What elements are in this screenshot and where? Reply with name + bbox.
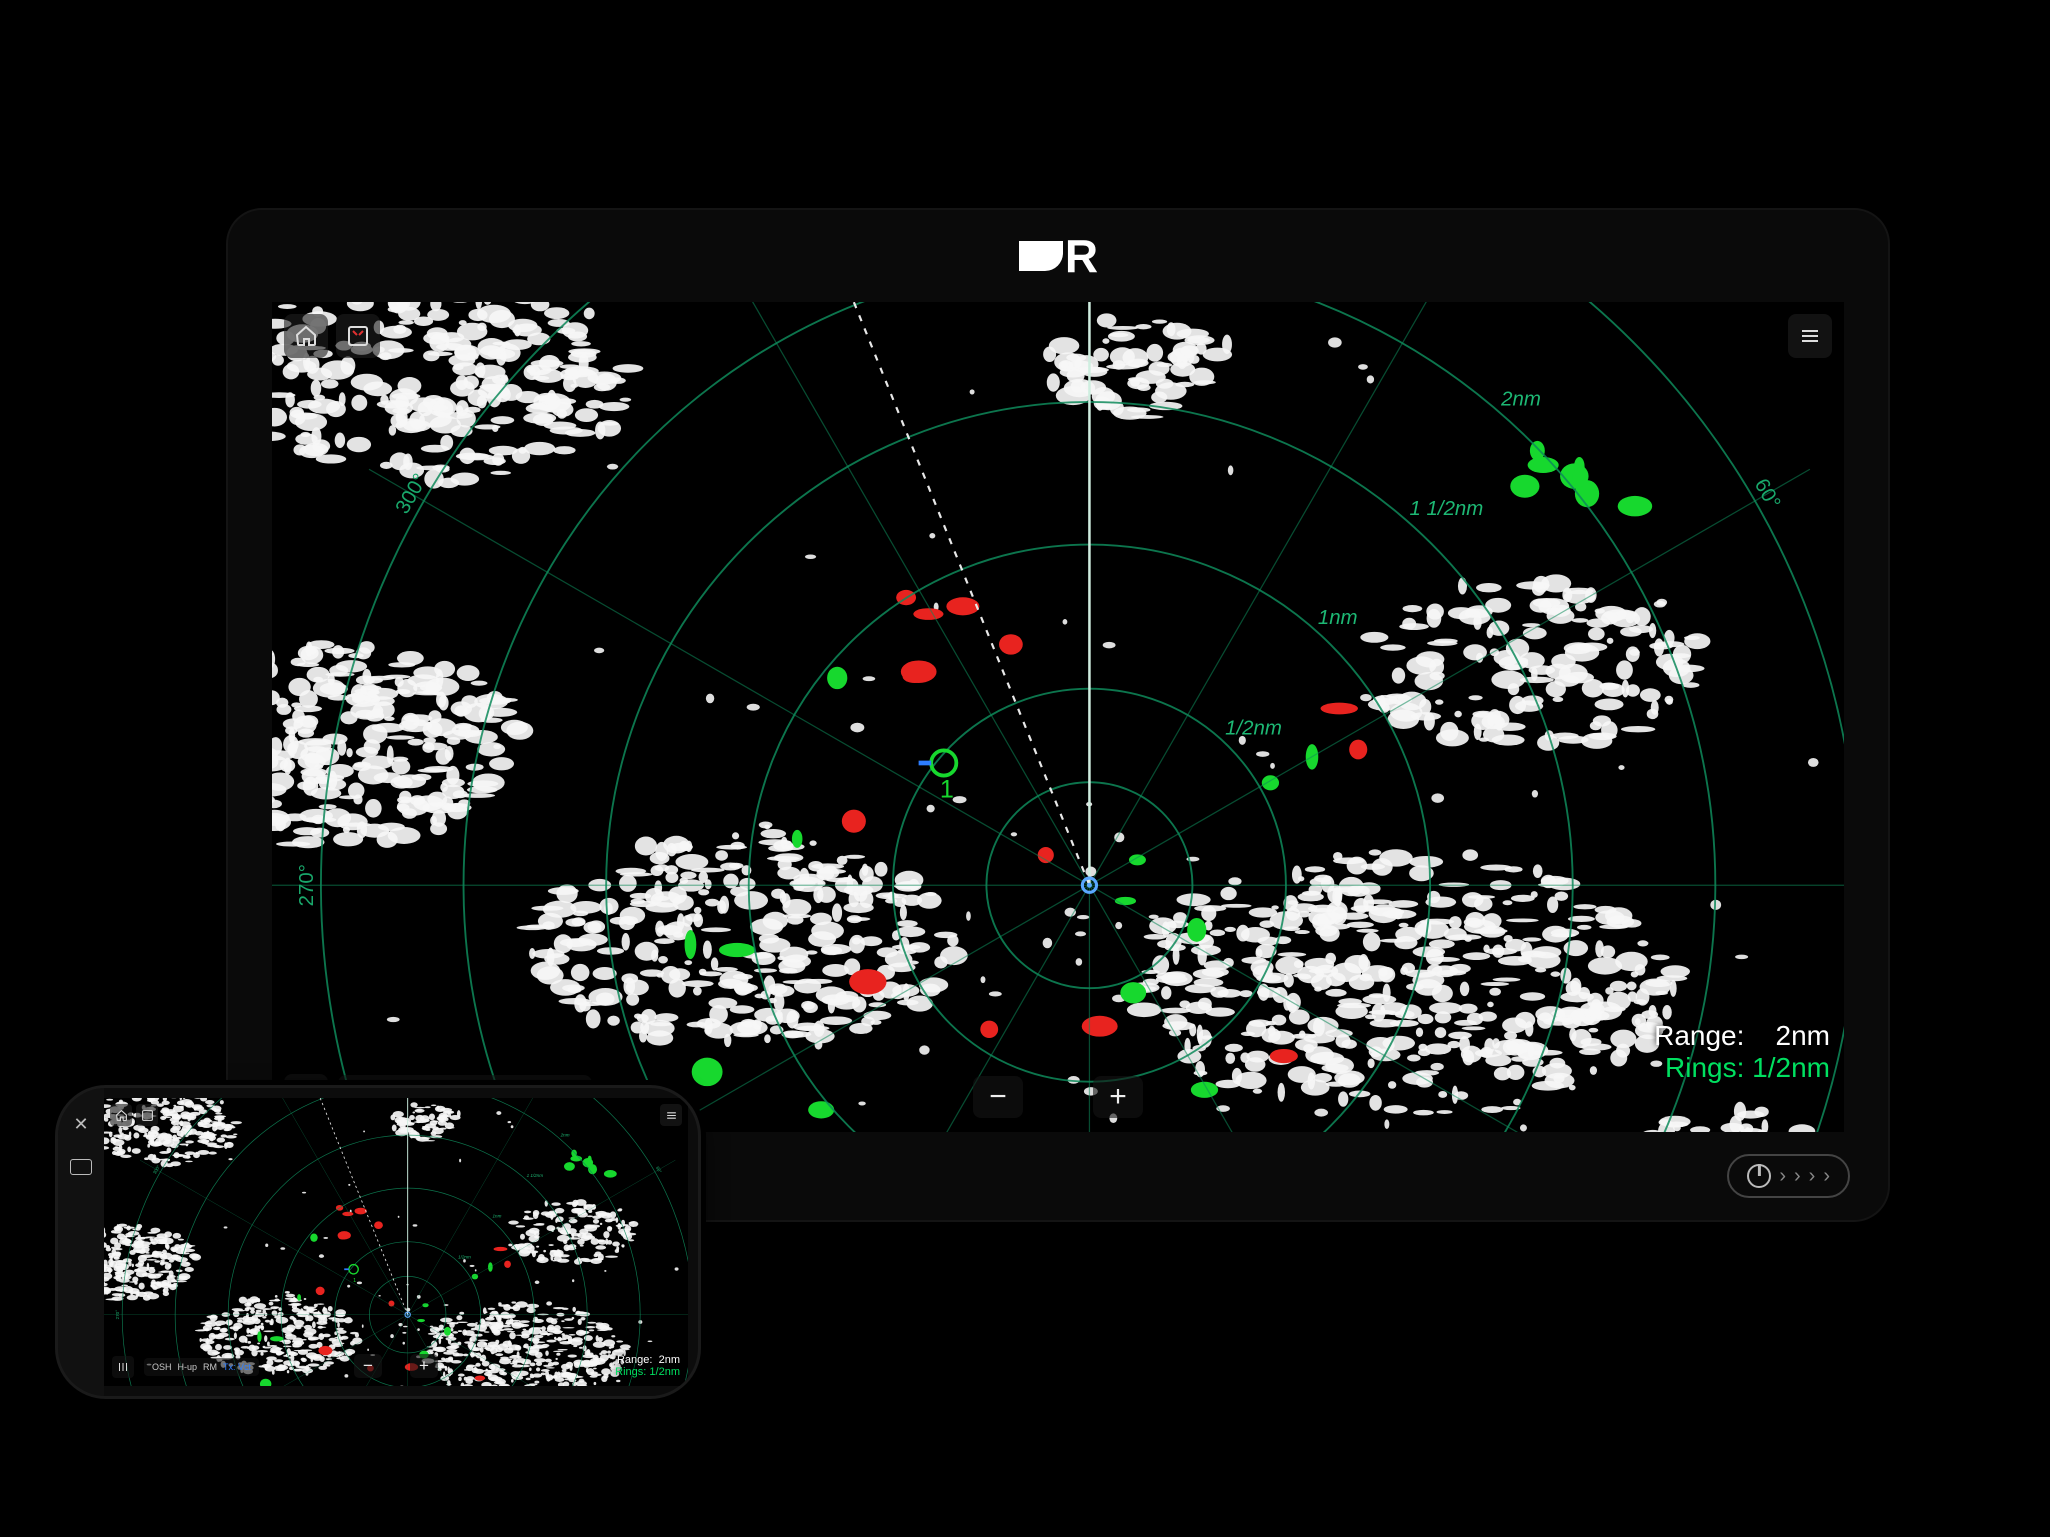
rings-line: Rings: 1/2nm	[615, 1366, 680, 1378]
range-value: 2nm	[1776, 1020, 1830, 1051]
svg-text:1 1/2nm: 1 1/2nm	[1410, 498, 1484, 520]
zoom-in-button[interactable]: +	[1093, 1076, 1143, 1118]
radar-display-mini: 1/2nm1nm1 1/2nm2nm2 1/2nm000° T30°60°90°…	[104, 1098, 688, 1386]
page-chart-button[interactable]	[336, 314, 380, 358]
svg-text:2nm: 2nm	[1500, 389, 1541, 411]
range-info: Range: 2nm Rings: 1/2nm	[1654, 1020, 1830, 1084]
brand-letter: R	[1065, 229, 1097, 283]
svg-text:1/2nm: 1/2nm	[458, 1255, 471, 1260]
chevron-right-icon: ›	[1823, 1166, 1830, 1186]
svg-text:1: 1	[353, 1278, 356, 1284]
phone-screen: 1/2nm1nm1 1/2nm2nm2 1/2nm000° T30°60°90°…	[104, 1098, 688, 1386]
hamburger-icon	[665, 1109, 678, 1122]
tablet-device: R 1/2nm1nm1 1/2nm2nm2 1/2nm000° T30°60°9…	[228, 210, 1888, 1220]
screenshot-icon[interactable]	[70, 1159, 92, 1175]
svg-text:1 1/2nm: 1 1/2nm	[527, 1173, 544, 1178]
svg-text:1/2nm: 1/2nm	[1225, 718, 1282, 740]
home-icon	[294, 324, 318, 348]
chart-page-icon	[346, 324, 370, 348]
page-chart-button[interactable]	[136, 1104, 158, 1126]
radar-display: 1/2nm1nm1 1/2nm2nm2 1/2nm000° T30°60°90°…	[272, 302, 1844, 1132]
svg-text:1nm: 1nm	[493, 1214, 502, 1219]
rings-label: Rings:	[1665, 1052, 1744, 1083]
svg-text:1nm: 1nm	[1318, 607, 1358, 629]
phone-device: ✕ 1/2nm1nm1 1/2nm2nm2 1/2nm000° T30°60°9…	[58, 1088, 698, 1396]
status-strip: OSH H-up RM Tx: Vct	[144, 1358, 259, 1376]
zoom-out-button[interactable]: −	[973, 1076, 1023, 1118]
range-info: Range: 2nm Rings: 1/2nm	[615, 1354, 680, 1378]
range-line: Range: 2nm	[615, 1354, 680, 1366]
chevron-right-icon: ›	[1794, 1166, 1801, 1186]
tablet-screen: 1/2nm1nm1 1/2nm2nm2 1/2nm000° T30°60°90°…	[272, 302, 1844, 1132]
range-label: Range:	[1654, 1020, 1744, 1051]
svg-text:270°: 270°	[115, 1310, 120, 1320]
svg-text:1: 1	[940, 776, 954, 804]
status-item: Tx: Vct	[223, 1362, 251, 1372]
svg-text:2nm: 2nm	[560, 1133, 570, 1138]
chevron-right-icon: ›	[1779, 1166, 1786, 1186]
phone-side-strip: ✕	[58, 1088, 104, 1396]
status-item: H-up	[178, 1362, 198, 1372]
menu-button[interactable]	[660, 1104, 682, 1126]
status-item: RM	[203, 1362, 217, 1372]
svg-text:270°: 270°	[296, 864, 318, 906]
brand-flag-icon	[1019, 241, 1063, 271]
close-button[interactable]: ✕	[73, 1114, 88, 1135]
rings-line: Rings: 1/2nm	[1654, 1052, 1830, 1084]
zoom-in-button[interactable]: +	[410, 1354, 438, 1378]
sliders-icon	[117, 1361, 129, 1373]
zoom-controls: − +	[973, 1076, 1143, 1118]
chevron-right-icon: ›	[1809, 1166, 1816, 1186]
chart-page-icon	[141, 1109, 154, 1122]
menu-button[interactable]	[1788, 314, 1832, 358]
adjustments-button[interactable]	[112, 1356, 134, 1378]
power-swipe-control[interactable]: › › › ›	[1727, 1154, 1850, 1198]
bottom-left-controls: OSH H-up RM Tx: Vct	[112, 1356, 259, 1378]
power-icon	[1747, 1164, 1771, 1188]
zoom-out-button[interactable]: −	[354, 1354, 382, 1378]
home-button[interactable]	[284, 314, 328, 358]
home-icon	[115, 1109, 128, 1122]
status-item: OSH	[152, 1362, 172, 1372]
rings-value: 1/2nm	[1752, 1052, 1830, 1083]
brand-logo: R	[1019, 229, 1097, 283]
hamburger-icon	[1798, 324, 1822, 348]
home-button[interactable]	[110, 1104, 132, 1126]
zoom-controls: − +	[354, 1354, 438, 1378]
tablet-bezel-top: R	[228, 210, 1888, 302]
range-line: Range: 2nm	[1654, 1020, 1830, 1052]
